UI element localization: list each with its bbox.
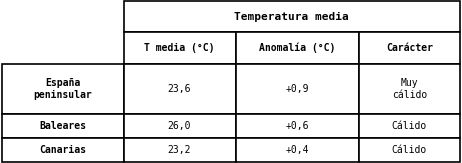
Text: Canarias: Canarias xyxy=(39,145,86,155)
Text: +0,9: +0,9 xyxy=(286,84,309,94)
Text: Temperatura media: Temperatura media xyxy=(234,12,349,22)
Bar xyxy=(2,64,123,114)
Bar xyxy=(123,32,236,64)
Bar xyxy=(236,64,359,114)
Bar xyxy=(123,1,460,32)
Bar xyxy=(123,114,236,138)
Text: Carácter: Carácter xyxy=(386,43,433,53)
Text: Anomalía (°C): Anomalía (°C) xyxy=(259,43,335,53)
Bar xyxy=(236,32,359,64)
Text: Cálido: Cálido xyxy=(392,145,427,155)
Bar xyxy=(2,1,123,64)
Bar xyxy=(123,64,236,114)
Bar xyxy=(359,32,460,64)
Bar xyxy=(2,114,123,138)
Text: 23,2: 23,2 xyxy=(168,145,191,155)
Bar xyxy=(123,138,236,162)
Text: España
peninsular: España peninsular xyxy=(34,78,92,100)
Text: +0,6: +0,6 xyxy=(286,121,309,131)
Text: +0,4: +0,4 xyxy=(286,145,309,155)
Text: Cálido: Cálido xyxy=(392,121,427,131)
Bar xyxy=(359,114,460,138)
Text: Muy
cálido: Muy cálido xyxy=(392,78,427,100)
Text: 26,0: 26,0 xyxy=(168,121,191,131)
Bar xyxy=(359,64,460,114)
Bar xyxy=(236,138,359,162)
Text: 23,6: 23,6 xyxy=(168,84,191,94)
Bar xyxy=(236,114,359,138)
Text: Baleares: Baleares xyxy=(39,121,86,131)
Bar xyxy=(359,138,460,162)
Bar xyxy=(2,138,123,162)
Text: T media (°C): T media (°C) xyxy=(144,43,215,53)
